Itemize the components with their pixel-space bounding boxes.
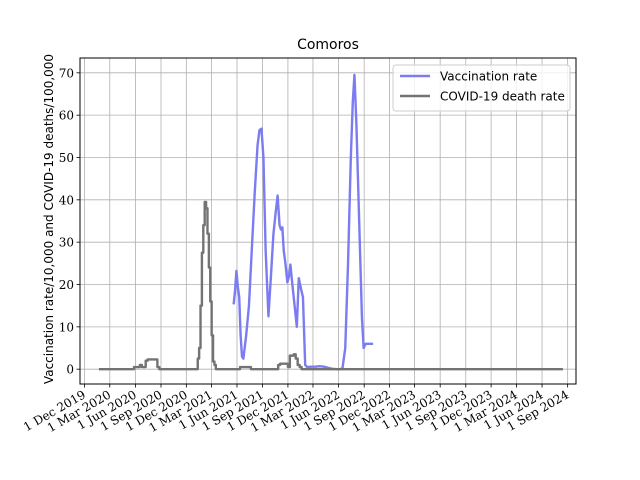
series-line-0: [232, 73, 374, 371]
legend-label-1: COVID-19 death rate: [440, 90, 565, 104]
series-layer: [98, 73, 563, 371]
y-tick-label: 10: [59, 320, 74, 334]
series-line-1: [98, 200, 563, 371]
legend-box: [392, 64, 571, 112]
y-tick-label: 70: [59, 66, 74, 80]
y-tick-label: 0: [66, 363, 74, 377]
y-tick-label: 20: [59, 278, 74, 292]
plot-frame: [79, 57, 577, 385]
y-tick-label: 40: [59, 193, 74, 207]
y-tick-label: 30: [59, 236, 74, 250]
y-axis: 0 10 20 30 40 50 60 70: [59, 66, 80, 377]
y-tick-label: 60: [59, 109, 74, 123]
y-tick-label: 50: [59, 151, 74, 165]
legend: Vaccination rate COVID-19 death rate: [392, 64, 571, 112]
y-axis-label: Vaccination rate/10,000 and COVID-19 dea…: [42, 54, 56, 384]
legend-label-0: Vaccination rate: [440, 70, 537, 84]
chart-title: Comoros: [297, 37, 359, 53]
